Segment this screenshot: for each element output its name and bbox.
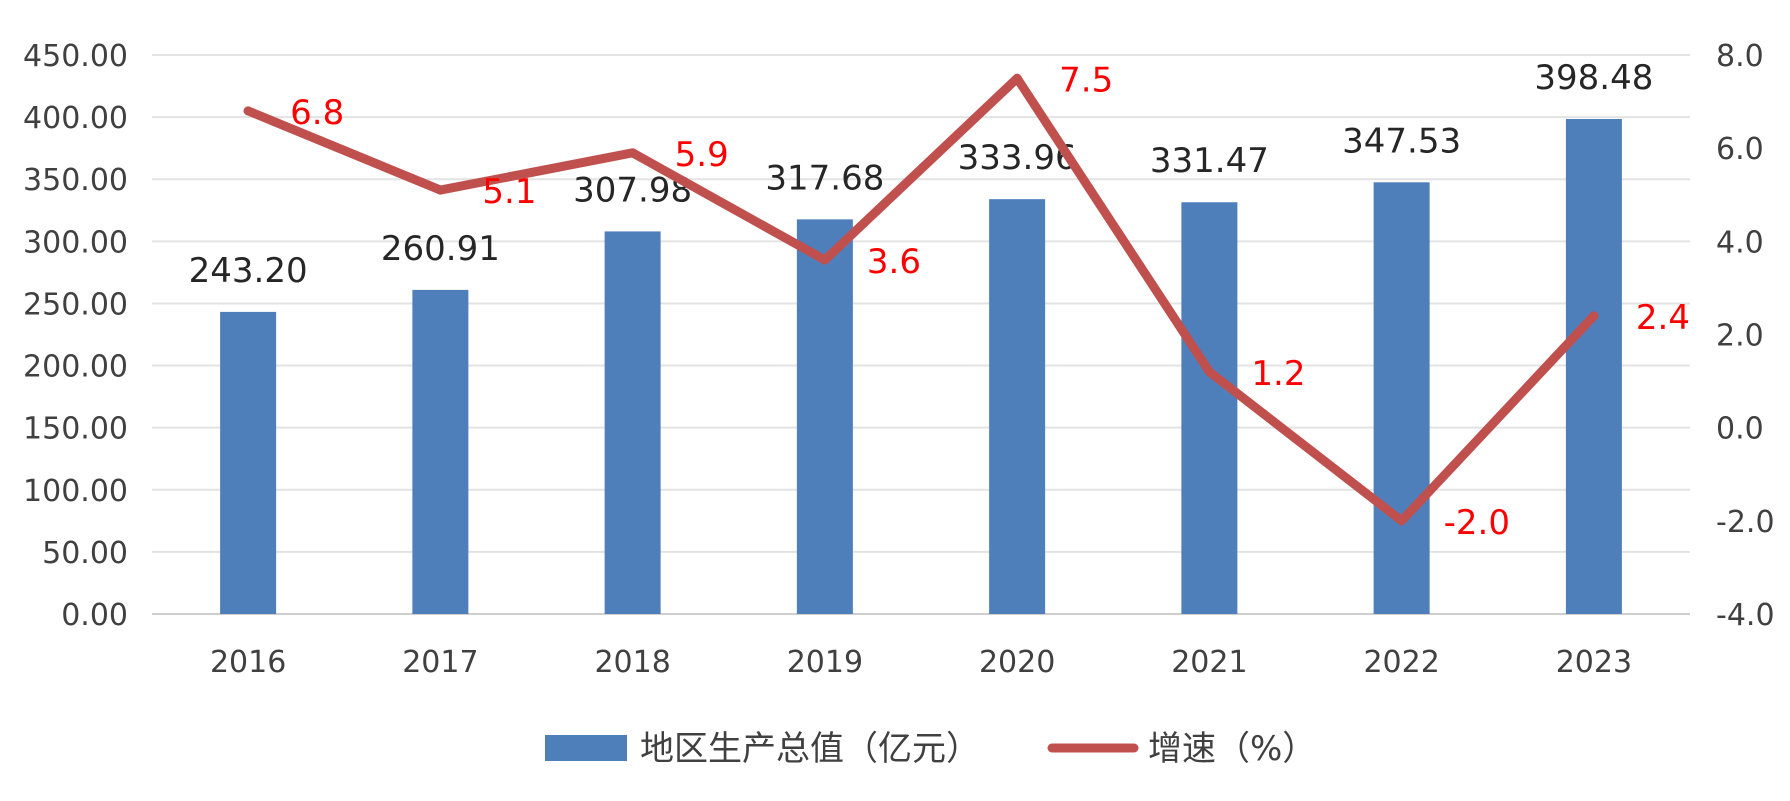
x-axis-tick-label: 2016	[210, 645, 286, 680]
x-axis-tick-label: 2018	[594, 645, 670, 680]
right-axis-tick-label: -4.0	[1716, 598, 1775, 633]
legend-bar-swatch	[545, 735, 627, 761]
x-axis-tick-label: 2017	[402, 645, 478, 680]
line-data-label: 3.6	[867, 242, 921, 282]
line-data-label: 5.1	[482, 172, 536, 212]
line-point	[243, 106, 253, 116]
left-axis-tick-label: 450.00	[23, 39, 128, 74]
bar	[1565, 118, 1622, 614]
bar	[989, 199, 1046, 614]
bar-series	[220, 118, 1622, 614]
x-axis: 2016 2017 2018 2019 2020 2021 2022 2023	[210, 645, 1632, 680]
x-axis-tick-label: 2020	[979, 645, 1055, 680]
left-axis-tick-label: 50.00	[42, 536, 128, 571]
line-point	[435, 185, 445, 195]
left-axis-tick-label: 0.00	[61, 598, 128, 633]
bar-data-label: 317.68	[765, 158, 884, 198]
right-y-axis: -4.0 -2.0 0.0 2.0 4.0 6.0 8.0	[1716, 39, 1775, 633]
bar	[604, 231, 661, 614]
line-point	[820, 255, 830, 265]
left-y-axis: 0.00 50.00 100.00 150.00 200.00 250.00 300.00 3…	[23, 39, 128, 633]
legend-bar-label: 地区生产总值（亿元）	[640, 729, 980, 769]
line-data-label: 1.2	[1251, 354, 1305, 394]
x-axis-tick-label: 2022	[1363, 645, 1439, 680]
right-axis-tick-label: -2.0	[1716, 505, 1775, 540]
line-data-labels: 6.8 5.1 5.9 3.6 7.5 1.2 -2.0 2.4	[290, 60, 1690, 543]
right-axis-tick-label: 2.0	[1716, 319, 1764, 354]
line-series	[243, 73, 1599, 526]
gridlines	[152, 54, 1690, 615]
right-axis-tick-label: 6.0	[1716, 132, 1764, 167]
bar-data-label: 260.91	[381, 229, 500, 269]
bar-data-label: 331.47	[1150, 141, 1269, 181]
line-point	[628, 148, 638, 158]
line-point	[1397, 516, 1407, 526]
right-axis-tick-label: 4.0	[1716, 225, 1764, 260]
x-axis-tick-label: 2021	[1171, 645, 1247, 680]
line-data-label: 5.9	[675, 135, 729, 175]
bar	[412, 289, 469, 614]
bar	[1181, 202, 1238, 614]
line-data-label: 2.4	[1636, 298, 1690, 338]
growth-line	[243, 73, 1599, 526]
left-axis-tick-label: 250.00	[23, 287, 128, 322]
right-axis-tick-label: 0.0	[1716, 412, 1764, 447]
left-axis-tick-label: 300.00	[23, 225, 128, 260]
line-data-label: 7.5	[1059, 60, 1113, 100]
legend: 地区生产总值（亿元） 增速（%）	[545, 729, 1316, 769]
bar	[1373, 182, 1430, 614]
left-axis-tick-label: 350.00	[23, 163, 128, 198]
bar	[796, 219, 853, 614]
bar-data-label: 243.20	[189, 251, 308, 291]
line-point	[1204, 367, 1214, 377]
line-point	[1589, 311, 1599, 321]
bar	[220, 311, 277, 614]
line-data-label: -2.0	[1444, 503, 1510, 543]
line-data-label: 6.8	[290, 93, 344, 133]
left-axis-tick-label: 400.00	[23, 101, 128, 136]
left-axis-tick-label: 150.00	[23, 412, 128, 447]
line-point	[1012, 73, 1022, 83]
x-axis-tick-label: 2019	[787, 645, 863, 680]
left-axis-tick-label: 100.00	[23, 474, 128, 509]
x-axis-tick-label: 2023	[1556, 645, 1632, 680]
legend-line-label: 增速（%）	[1148, 729, 1316, 769]
bar-data-label: 398.48	[1534, 58, 1653, 98]
bar-data-label: 347.53	[1342, 121, 1461, 161]
left-axis-tick-label: 200.00	[23, 350, 128, 385]
right-axis-tick-label: 8.0	[1716, 39, 1764, 74]
